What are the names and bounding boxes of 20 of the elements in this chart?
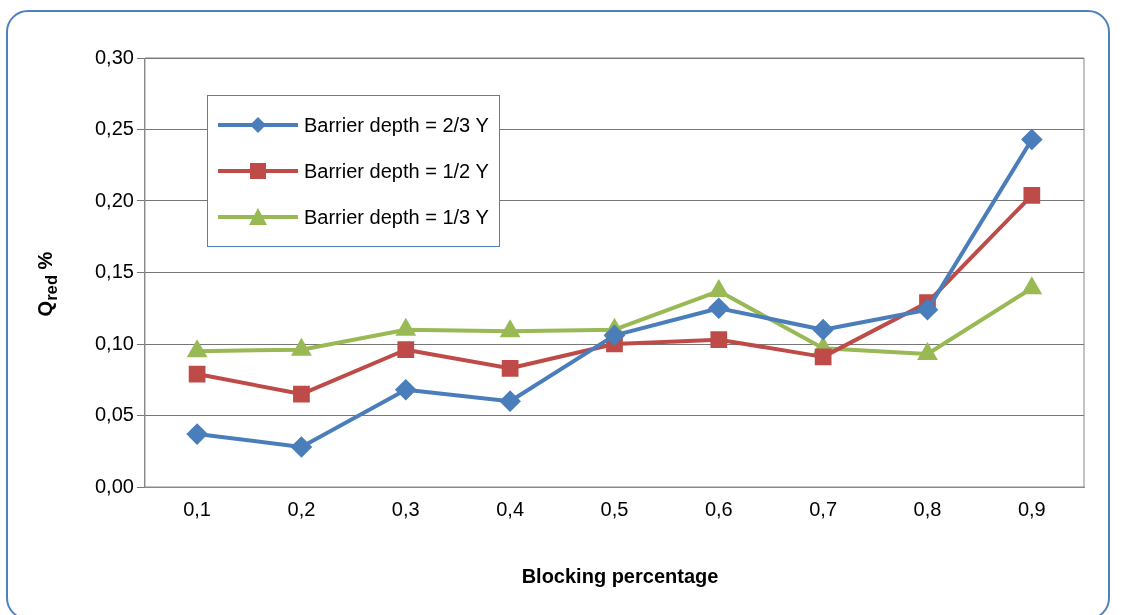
legend-label: Barrier depth = 1/2 Y xyxy=(304,159,489,183)
legend-label: Barrier depth = 2/3 Y xyxy=(304,113,489,137)
y-tick-label: 0,10 xyxy=(94,331,134,354)
x-tick-label: 0,5 xyxy=(600,497,629,520)
y-tick-label: 0,15 xyxy=(94,260,134,283)
legend-label: Barrier depth = 1/3 Y xyxy=(304,205,489,229)
x-tick-label: 0,1 xyxy=(183,497,211,520)
x-tick-label: 0,2 xyxy=(287,497,316,520)
x-tick-label: 0,4 xyxy=(496,497,525,520)
x-tick-label: 0,3 xyxy=(391,497,420,520)
x-tick-label: 0,9 xyxy=(1017,497,1046,520)
x-axis-title: Blocking percentage xyxy=(520,565,720,588)
y-tick-label: 0,20 xyxy=(94,188,134,211)
x-tick-label: 0,6 xyxy=(704,497,733,520)
y-tick-label: 0,05 xyxy=(94,403,134,426)
x-tick-label: 0,8 xyxy=(913,497,942,520)
y-tick-label: 0,30 xyxy=(94,45,134,68)
y-tick-label: 0,25 xyxy=(94,117,134,140)
y-tick-label: 0,00 xyxy=(94,474,134,497)
x-tick-label: 0,7 xyxy=(809,497,838,520)
